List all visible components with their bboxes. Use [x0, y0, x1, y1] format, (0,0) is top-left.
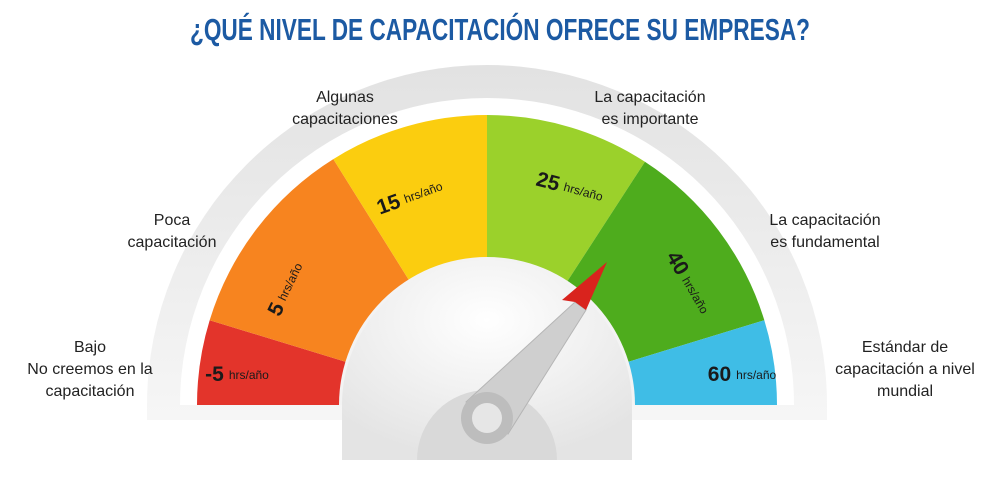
gauge-segment	[197, 320, 352, 405]
segment-label: Estándar de capacitación a nivel mundial	[835, 339, 975, 400]
label-line: La capacitación	[594, 89, 705, 106]
segment-unit: hrs/año	[736, 368, 776, 382]
segment-text: 60 hrs/año	[708, 363, 777, 386]
label-line: capacitaciones	[292, 111, 398, 128]
label-line: Algunas	[316, 89, 374, 106]
label-line: es fundamental	[770, 234, 879, 251]
segment-unit: hrs/año	[229, 368, 269, 382]
gauge-segment	[564, 161, 765, 364]
label-line: es importante	[602, 111, 699, 128]
title: ¿QUÉ NIVEL DE CAPACITACIÓN OFRECE SU EMP…	[190, 11, 810, 47]
label-line: capacitación	[128, 234, 217, 251]
label-line: La capacitación	[769, 212, 880, 229]
labels: Bajo No creemos en la capacitación Poca capa…	[27, 89, 975, 400]
segment-text: -5 hrs/año	[205, 363, 269, 386]
gauge-segment	[209, 159, 412, 364]
gauge-segment	[622, 320, 777, 405]
hub-body	[342, 260, 632, 460]
label-line: Bajo	[74, 339, 106, 356]
segment-value: -5	[205, 363, 224, 386]
needle-tip	[562, 262, 607, 310]
label-line: capacitación a nivel	[835, 361, 975, 378]
segment-label: Poca capacitación	[128, 212, 217, 251]
gauge-segment	[333, 115, 487, 285]
label-line: capacitación	[46, 383, 135, 400]
segment-label: La capacitación es fundamental	[769, 212, 880, 251]
label-line: mundial	[877, 383, 933, 400]
gauge-segment	[487, 115, 645, 286]
segment-label: Bajo No creemos en la capacitación	[27, 339, 152, 400]
segment-label: La capacitación es importante	[594, 89, 705, 128]
segment-value: 60	[708, 363, 731, 386]
label-line: Estándar de	[862, 339, 948, 356]
needle	[461, 262, 607, 444]
label-line: Poca	[154, 212, 191, 229]
segment-label: Algunas capacitaciones	[292, 89, 398, 128]
label-line: No creemos en la	[27, 361, 152, 378]
needle-knob-center	[472, 403, 502, 433]
